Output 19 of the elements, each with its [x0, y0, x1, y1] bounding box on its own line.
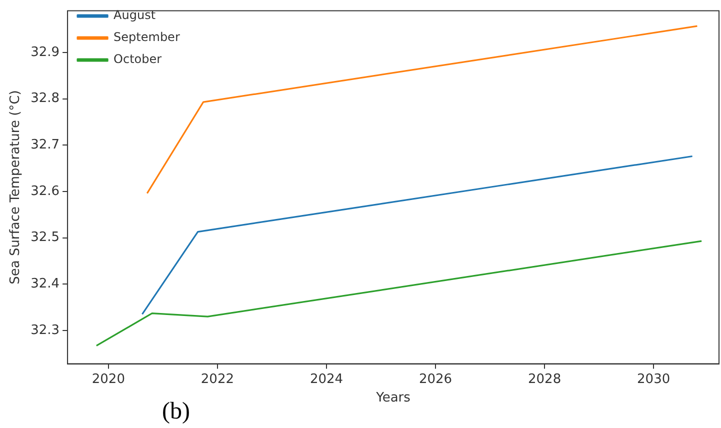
y-tick-label: 32.9 — [30, 44, 60, 60]
x-tick-label: 2030 — [637, 372, 670, 387]
x-tick-label: 2020 — [92, 372, 125, 387]
x-tick-label: 2026 — [418, 372, 452, 387]
y-tick-label: 32.4 — [30, 276, 60, 292]
x-axis-title: Years — [375, 390, 411, 406]
y-tick-label: 32.7 — [30, 138, 60, 153]
text: (b) — [162, 398, 190, 424]
y-axis-title: Sea Surface Temperature (°C) — [8, 90, 24, 284]
legend-label: September — [114, 30, 180, 44]
legend-label: August — [114, 8, 156, 22]
legend-label: October — [114, 52, 162, 66]
x-tick-label: 2024 — [310, 372, 344, 387]
x-tick-label: 2028 — [528, 372, 562, 387]
y-tick-label: 32.6 — [30, 184, 60, 199]
x-tick-label: 2022 — [200, 372, 234, 387]
y-tick-label: 32.8 — [30, 91, 60, 106]
y-tick-label: 32.3 — [30, 322, 60, 338]
y-tick-label: 32.5 — [30, 230, 60, 246]
